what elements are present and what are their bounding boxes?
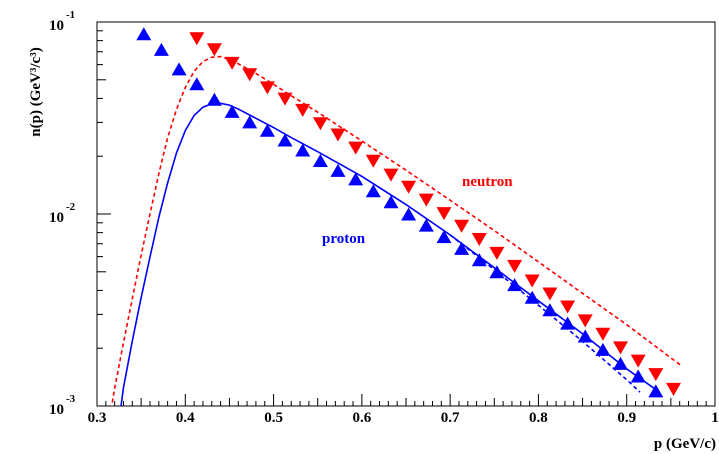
neutron-data-point — [613, 341, 628, 354]
neutron-data-point — [595, 328, 610, 341]
x-tick-label: 0.4 — [176, 410, 195, 426]
neutron-data-point — [419, 194, 434, 207]
y-tick-exponent: -3 — [66, 393, 76, 405]
neutron-data-point — [666, 383, 681, 396]
neutron-data-point — [507, 260, 522, 273]
y-tick-label: 10 — [49, 210, 64, 226]
proton-data-point — [172, 62, 187, 75]
y-tick-exponent: -2 — [66, 201, 76, 213]
x-tick-label: 0.9 — [617, 410, 636, 426]
x-tick-label: 0.7 — [441, 410, 460, 426]
neutron-data-point — [313, 117, 328, 130]
neutron-data-point — [525, 275, 540, 288]
x-tick-label: 0.3 — [88, 410, 107, 426]
y-tick-exponent: -1 — [66, 9, 75, 21]
x-tick-label: 0.5 — [264, 410, 283, 426]
neutron-data-point — [295, 104, 310, 117]
neutron-data-point — [578, 314, 593, 327]
neutron-data-point — [437, 207, 452, 220]
series-2 — [111, 57, 681, 410]
proton-data-point — [295, 144, 310, 157]
y-tick-label: 10 — [49, 402, 64, 418]
neutron-data-point — [560, 301, 575, 314]
neutron-data-point — [189, 32, 204, 45]
neutron-data-point — [648, 368, 663, 381]
solid-curve — [121, 103, 658, 407]
neutron-data-point — [631, 355, 646, 368]
neutron-data-point — [401, 181, 416, 194]
proton-annotation: proton — [322, 231, 366, 247]
neutron-data-point — [384, 169, 399, 182]
neutron-data-point — [542, 288, 557, 301]
neutron-data-point — [489, 247, 504, 260]
proton-data-point — [136, 27, 151, 40]
proton-data-point — [260, 124, 275, 137]
proton-data-point — [189, 77, 204, 90]
neutron-data-point — [348, 142, 363, 155]
proton-data-point — [154, 43, 169, 56]
series-0 — [189, 32, 681, 396]
proton-data-point — [419, 219, 434, 232]
x-tick-label: 0.6 — [352, 410, 371, 426]
neutron-data-point — [472, 233, 487, 246]
y-tick-label: 10 — [49, 18, 64, 34]
proton-data-point — [507, 278, 522, 291]
proton-data-point — [437, 230, 452, 243]
proton-data-point — [278, 134, 293, 147]
dashed-curve — [111, 57, 681, 410]
neutron-data-point — [331, 129, 346, 142]
neutron-data-point — [454, 220, 469, 233]
neutron-data-point — [207, 43, 222, 56]
neutron-data-point — [260, 81, 275, 94]
x-tick-label: 1 — [711, 410, 719, 426]
proton-data-point — [384, 195, 399, 208]
x-axis-title: p (GeV/c) — [654, 436, 716, 452]
y-axis-title: n(p) (GeV³/c³) — [28, 47, 44, 136]
neutron-data-point — [366, 155, 381, 168]
x-tick-label: 0.8 — [529, 410, 548, 426]
proton-data-point — [348, 172, 363, 185]
neutron-annotation: neutron — [462, 174, 513, 190]
series-3 — [121, 103, 658, 407]
neutron-data-point — [278, 93, 293, 106]
